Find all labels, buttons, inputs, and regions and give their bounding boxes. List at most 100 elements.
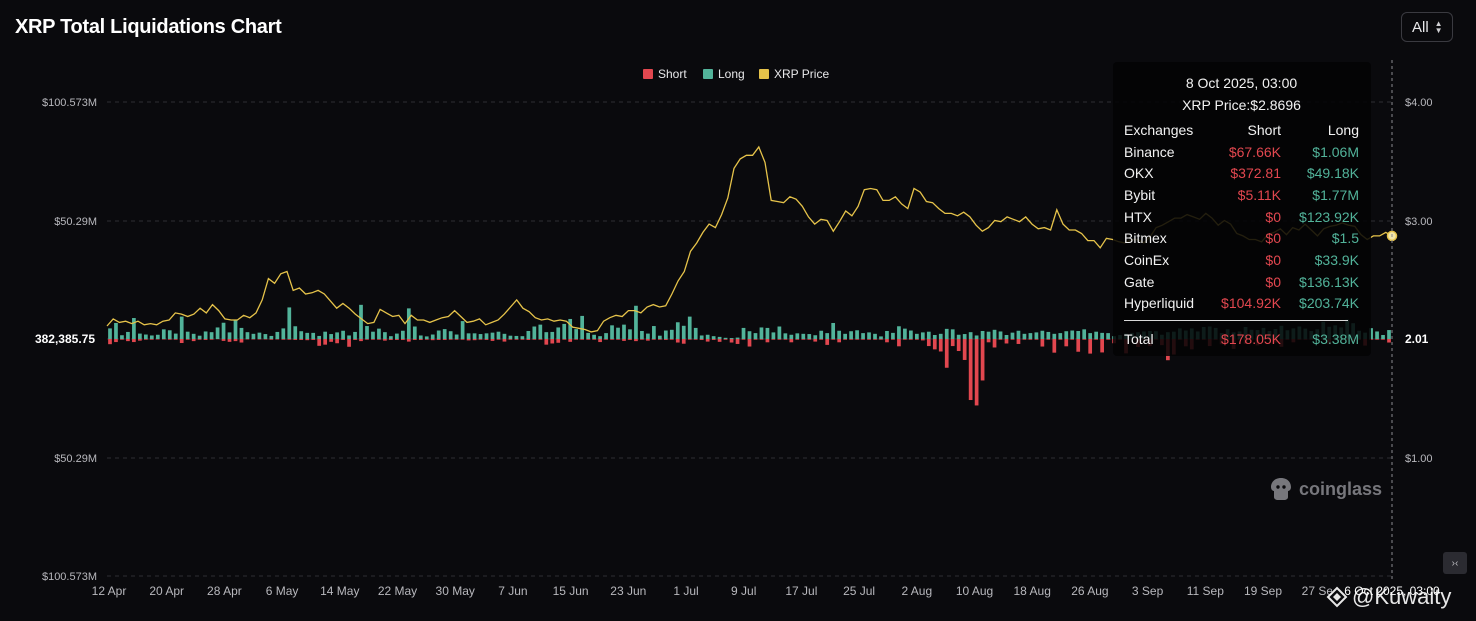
legend-label-long: Long: [718, 67, 745, 81]
long-bar: [819, 330, 824, 339]
short-bar: [968, 339, 973, 401]
short-bar: [640, 339, 644, 340]
long-bar: [138, 333, 142, 339]
short-bar: [167, 339, 172, 340]
long-bar: [287, 307, 292, 339]
long-bar: [251, 333, 256, 339]
x-axis-tick-label: 11 Sep: [1187, 584, 1224, 598]
short-bar: [825, 339, 830, 345]
long-bar: [418, 335, 423, 339]
short-bar: [442, 339, 447, 340]
crosshair-y-label-bg: [1396, 330, 1436, 348]
long-bar: [920, 332, 925, 339]
x-axis-tick-label: 20 Apr: [149, 584, 184, 598]
tooltip-exchange: HTX: [1124, 208, 1152, 225]
time-range-select[interactable]: All ▲ ▼: [1401, 12, 1453, 42]
short-bar: [771, 339, 776, 340]
long-bar: [502, 333, 507, 339]
long-bar: [197, 335, 202, 339]
long-bar: [598, 336, 602, 339]
tooltip-short-value: $5.11K: [1237, 186, 1281, 203]
short-bar: [669, 339, 674, 340]
long-bar: [1094, 331, 1099, 339]
short-bar: [598, 339, 602, 343]
right-y-axis: $4.00 $3.00 2.01 $1.00: [1396, 97, 1436, 465]
chevron-up-down-icon: ▲ ▼: [1434, 19, 1443, 35]
long-bar: [442, 329, 447, 339]
x-axis-tick-label: 7 Jun: [498, 584, 527, 598]
left-axis-tick-label: $100.573M: [42, 571, 97, 583]
long-bar: [155, 334, 160, 339]
tooltip-panel: 8 Oct 2025, 03:00 XRP Price:$2.8696 Exch…: [1113, 62, 1371, 356]
tooltip-date: 8 Oct 2025, 03:00: [1185, 75, 1298, 91]
short-bar: [819, 339, 824, 340]
short-bar: [436, 339, 441, 340]
short-bar: [526, 339, 531, 340]
short-bar: [789, 339, 794, 343]
long-bar: [221, 322, 226, 339]
short-bar: [221, 339, 226, 341]
x-axis-tick-label: 6 May: [266, 584, 299, 598]
tooltip-total-row: Total $178.05K $3.38M: [1124, 328, 1359, 350]
long-bar: [980, 330, 985, 339]
short-bar: [897, 339, 901, 347]
short-bar: [120, 339, 124, 340]
tooltip-row: Gate $0 $136.13K: [1124, 271, 1359, 293]
short-bar: [1004, 339, 1009, 344]
right-axis-tick-label: $4.00: [1405, 97, 1433, 109]
tooltip-short-value: $0: [1265, 208, 1281, 225]
long-bar: [729, 338, 734, 339]
long-bar: [1046, 331, 1051, 339]
long-bar: [185, 331, 190, 339]
long-bar: [209, 332, 214, 339]
short-bar: [783, 339, 788, 340]
long-bar: [675, 322, 680, 339]
short-bar: [843, 339, 847, 340]
long-bar: [173, 333, 178, 339]
long-bar: [801, 333, 806, 339]
collapse-icon[interactable]: ›‹: [1443, 552, 1467, 574]
x-axis-tick-label: 15 Jun: [553, 584, 589, 598]
short-bar: [562, 339, 567, 340]
x-axis-tick-label: 2 Aug: [901, 584, 932, 598]
long-bar: [1034, 332, 1039, 339]
long-bar: [741, 327, 746, 339]
short-bar: [580, 339, 585, 340]
short-bar: [323, 339, 328, 345]
long-bar: [472, 333, 477, 339]
short-bar: [538, 339, 543, 340]
short-bar: [807, 339, 812, 340]
tooltip-exchange: Bitmex: [1124, 230, 1167, 247]
short-bar: [412, 339, 417, 340]
short-bar: [197, 339, 202, 340]
short-bar: [448, 339, 453, 340]
short-bar: [209, 339, 214, 340]
short-bar: [191, 339, 196, 342]
long-bar: [974, 335, 979, 339]
tooltip-header: Exchanges Short Long: [1124, 119, 1359, 141]
x-axis-tick-label: 25 Jul: [843, 584, 875, 598]
tooltip-separator: [1124, 320, 1348, 322]
long-bar: [144, 334, 148, 339]
short-bar: [909, 339, 913, 340]
short-bar: [138, 339, 142, 341]
tooltip-short-value: $0: [1265, 273, 1281, 290]
long-bar: [681, 325, 686, 339]
tooltip-row: CoinEx $0 $33.9K: [1124, 249, 1359, 271]
short-bar: [269, 339, 274, 340]
short-bar: [944, 339, 949, 368]
long-bar: [843, 333, 847, 339]
long-bar: [962, 334, 967, 339]
tooltip-row: OKX $372.81 $49.18K: [1124, 162, 1359, 184]
short-bar: [466, 339, 471, 341]
short-bar: [299, 339, 304, 340]
long-bar: [891, 332, 895, 339]
short-bar: [616, 339, 620, 340]
long-bar: [693, 327, 698, 339]
short-bar: [502, 339, 507, 342]
short-bar: [227, 339, 232, 342]
short-bar: [353, 339, 357, 340]
short-bar: [729, 339, 734, 343]
short-bar: [915, 339, 919, 340]
long-bar: [795, 333, 800, 339]
